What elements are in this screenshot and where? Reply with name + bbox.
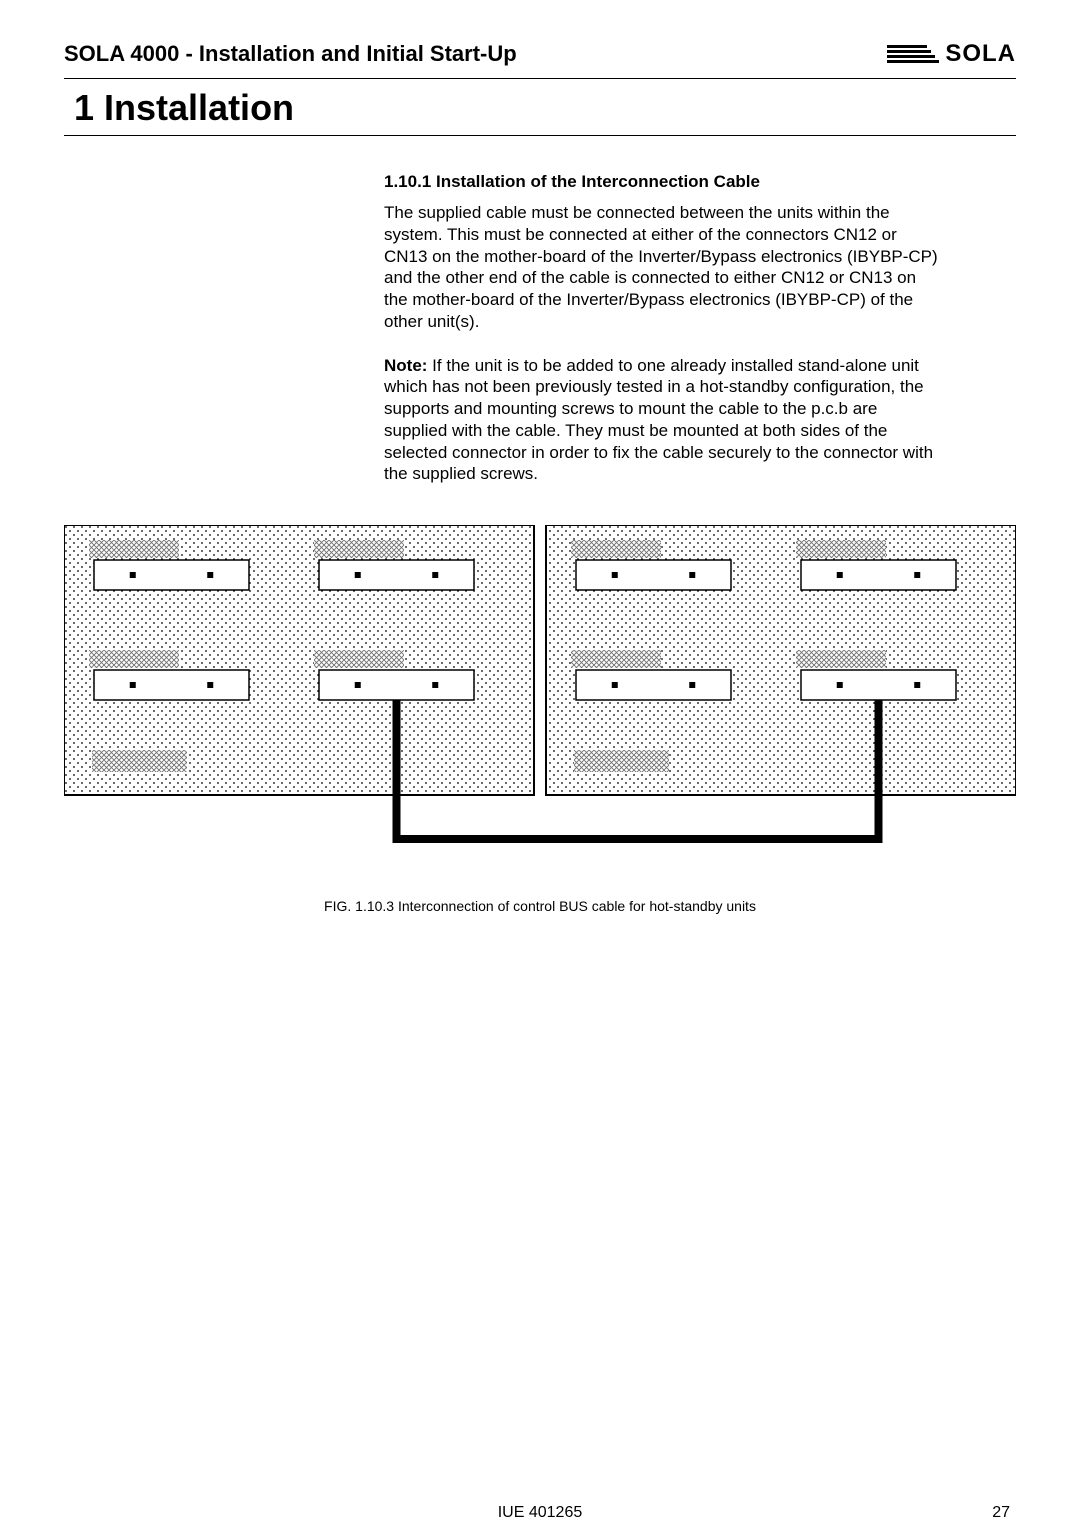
body-column: 1.10.1 Installation of the Interconnecti… [384,172,944,485]
footer-doc-id: IUE 401265 [0,1504,1080,1522]
brand-logo: SOLA [887,40,1016,68]
rule-top [64,78,1016,79]
interconnection-diagram [64,525,1016,865]
rule-bottom [64,135,1016,136]
page-number: 27 [992,1504,1010,1522]
note-label: Note: [384,356,427,375]
document-title: SOLA 4000 - Installation and Initial Sta… [64,41,517,67]
section-heading: 1.10.1 Installation of the Interconnecti… [384,172,944,192]
paragraph-1: The supplied cable must be connected bet… [384,202,944,333]
page-header: SOLA 4000 - Installation and Initial Sta… [64,40,1016,68]
logo-text: SOLA [945,40,1016,68]
note-body: If the unit is to be added to one alread… [384,356,933,484]
logo-bars-icon [887,45,939,63]
note-paragraph: Note: If the unit is to be added to one … [384,355,944,486]
figure-caption: FIG. 1.10.3 Interconnection of control B… [64,898,1016,914]
figure: FIG. 1.10.3 Interconnection of control B… [64,525,1016,914]
chapter-title: 1 Installation [74,87,1016,129]
